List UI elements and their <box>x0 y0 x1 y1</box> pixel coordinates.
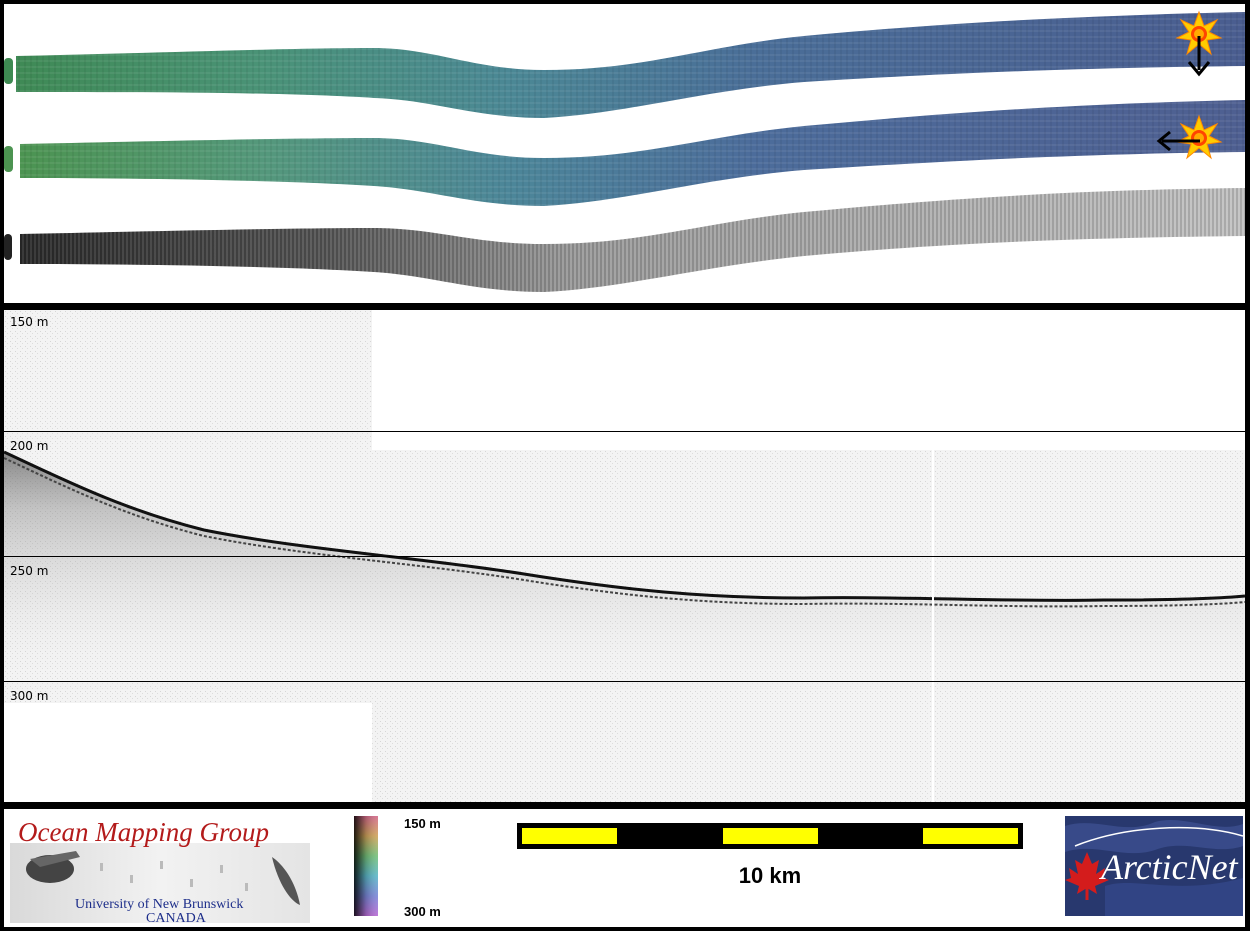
swath-backscatter <box>4 188 1245 292</box>
depth-label-200: 200 m <box>10 439 49 453</box>
omg-university: University of New Brunswick <box>75 897 244 912</box>
scale-segment-yellow <box>522 828 617 844</box>
scale-bar: 10 km <box>517 823 1023 903</box>
profile-svg <box>4 310 1245 802</box>
omg-country: CANADA <box>146 911 206 926</box>
depth-colorbar: 150 m 300 m <box>354 816 454 920</box>
swath-map-svg <box>4 10 1245 292</box>
omg-logo-art <box>10 843 310 923</box>
arrow-down-icon <box>1187 36 1211 77</box>
scale-segment-yellow <box>723 828 818 844</box>
omg-title: Ocean Mapping Group <box>18 817 269 847</box>
depth-gridline <box>4 681 1245 682</box>
swath-map-panel <box>4 4 1245 303</box>
arcticnet-logo: ArcticNet <box>1065 816 1243 916</box>
swath-bathymetry-east <box>4 100 1245 206</box>
scale-bar-label: 10 km <box>738 863 802 888</box>
omg-logo: Ocean Mapping Group University of New Br… <box>10 813 310 926</box>
scale-bar-graphic <box>517 823 1023 849</box>
colorbar-bottom-label: 300 m <box>404 904 441 919</box>
depth-gridline <box>4 431 1245 432</box>
colorbar-gradient <box>354 816 378 916</box>
depth-label-300: 300 m <box>10 689 49 703</box>
subbottom-profile-panel: 150 m 200 m 250 m 300 m <box>4 310 1245 802</box>
depth-gridline <box>4 556 1245 557</box>
arrow-left-icon <box>1156 130 1200 152</box>
scale-segment-yellow <box>923 828 1018 844</box>
footer-panel: Ocean Mapping Group University of New Br… <box>4 809 1245 927</box>
arcticnet-logo-art <box>1065 816 1243 916</box>
swath-bathymetry-north <box>4 12 1245 118</box>
maple-leaf-icon <box>1065 852 1109 900</box>
depth-label-250: 250 m <box>10 564 49 578</box>
depth-label-150: 150 m <box>10 315 49 329</box>
colorbar-top-label: 150 m <box>404 816 441 831</box>
arcticnet-brand: ArcticNet <box>1101 847 1238 887</box>
